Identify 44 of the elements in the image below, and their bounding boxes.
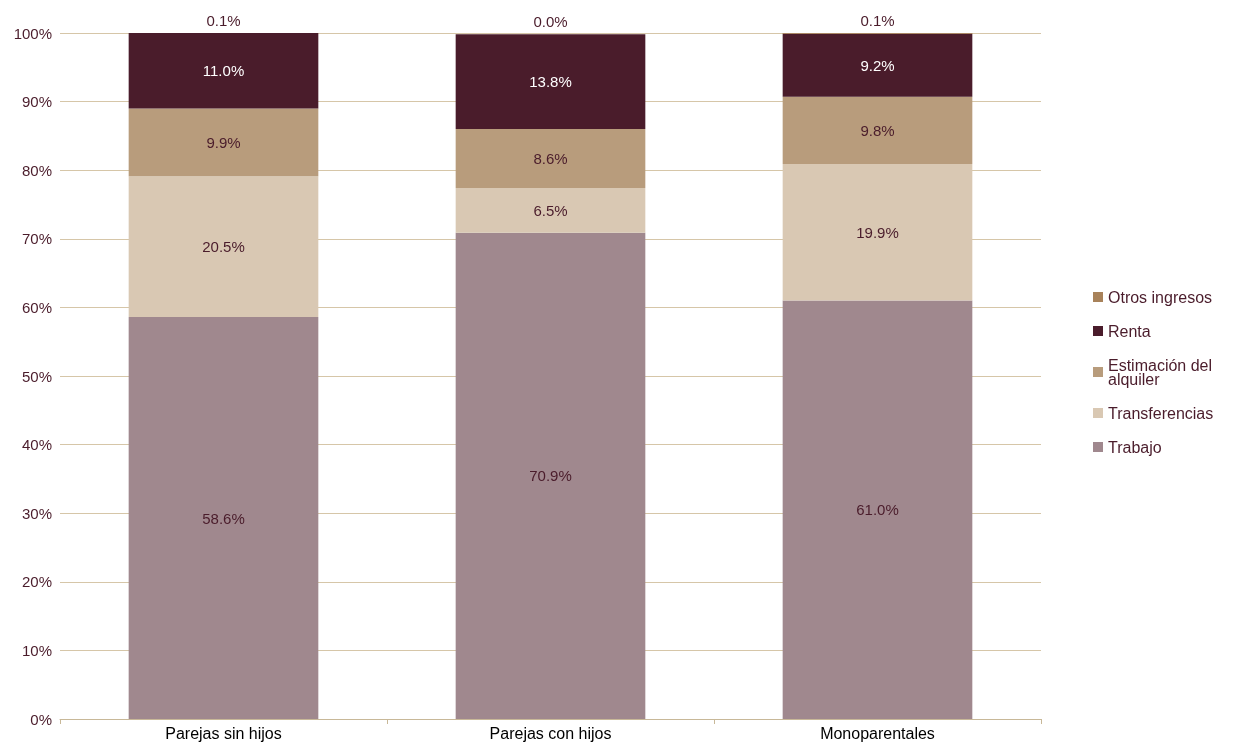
- y-tick-label: 30%: [21, 504, 52, 522]
- y-tick-label: 0%: [30, 710, 52, 728]
- bar: [782, 300, 973, 719]
- data-label: 6.5%: [533, 201, 568, 219]
- y-tick-label: 20%: [21, 573, 52, 591]
- data-label: 58.6%: [202, 509, 245, 527]
- legend-label: Otros ingresos: [1108, 288, 1213, 306]
- data-label: 8.6%: [533, 150, 568, 168]
- x-tick-label: Parejas sin hijos: [165, 724, 282, 742]
- data-label: 20.5%: [202, 238, 245, 256]
- data-label: 9.9%: [206, 133, 241, 151]
- data-label: 70.9%: [529, 467, 572, 485]
- y-tick-label: 70%: [21, 230, 52, 248]
- x-tick-label: Parejas con hijos: [489, 724, 612, 742]
- data-label: 0.1%: [860, 12, 895, 29]
- legend-label: Renta: [1108, 322, 1151, 340]
- bar: [128, 33, 319, 109]
- y-tick-label: 60%: [21, 298, 52, 316]
- data-label: 0.1%: [206, 12, 241, 29]
- data-label: 0.0%: [533, 13, 568, 31]
- data-label: 19.9%: [856, 223, 899, 241]
- bar: [455, 34, 646, 130]
- legend-label: Estimación del alquiler: [1108, 356, 1217, 388]
- bar: [782, 96, 973, 165]
- y-tick-label: 40%: [21, 436, 52, 454]
- bar: [128, 317, 319, 719]
- data-label: 61.0%: [856, 501, 899, 519]
- bar: [782, 33, 973, 97]
- y-tick-label: 100%: [13, 24, 52, 42]
- bar: [455, 232, 646, 719]
- y-tick-label: 10%: [21, 641, 52, 659]
- y-tick-label: 80%: [21, 161, 52, 179]
- data-label: 9.2%: [860, 56, 895, 74]
- bar: [455, 129, 646, 189]
- x-tick-label: Monoparentales: [820, 724, 935, 742]
- data-label: 11.0%: [202, 62, 245, 80]
- data-label: 9.8%: [860, 121, 895, 139]
- legend-label: Trabajo: [1108, 438, 1162, 456]
- data-label: 13.8%: [529, 73, 572, 91]
- y-tick-label: 90%: [21, 93, 52, 111]
- bar: [455, 188, 646, 233]
- y-tick-label: 50%: [21, 367, 52, 385]
- legend-label: Transferencias: [1108, 404, 1214, 422]
- bar: [128, 108, 319, 177]
